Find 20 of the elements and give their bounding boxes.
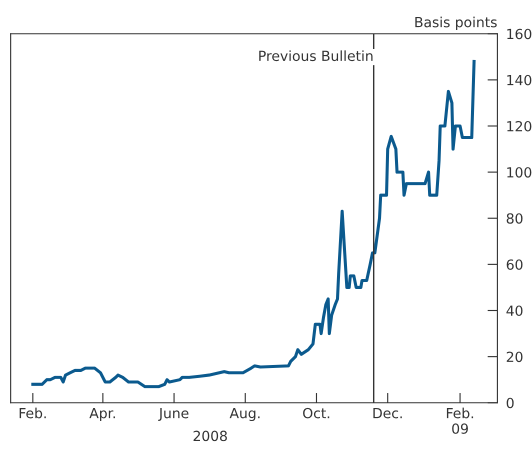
line-series [31, 60, 476, 388]
x-tick-label: Feb. [20, 408, 46, 418]
x-tick-label: Dec. [373, 408, 402, 418]
y-tick-label: 20 [506, 352, 523, 362]
x-tick-label: Aug. [230, 408, 260, 422]
y-axis-title: Basis points [415, 16, 497, 30]
y-tick-label: 40 [506, 305, 523, 316]
ref-line-label: Previous Bulletin [259, 50, 373, 62]
x-tick-label: June [158, 408, 188, 421]
y-tick-label: 100 [507, 167, 532, 178]
x-axis-title: 2008 [194, 430, 227, 442]
x-tick-label: Apr. [89, 408, 115, 422]
x-tick-label: Feb. 09 [446, 408, 474, 434]
x-tick-label: Oct. [303, 408, 330, 418]
y-tick-label: 140 [507, 74, 532, 86]
y-tick-label: 60 [506, 259, 523, 270]
y-tick-label: 160 [507, 28, 532, 40]
y-tick-label: 120 [507, 120, 532, 132]
y-tick-label: 80 [506, 213, 523, 224]
y-tick-label: 0 [506, 398, 514, 408]
